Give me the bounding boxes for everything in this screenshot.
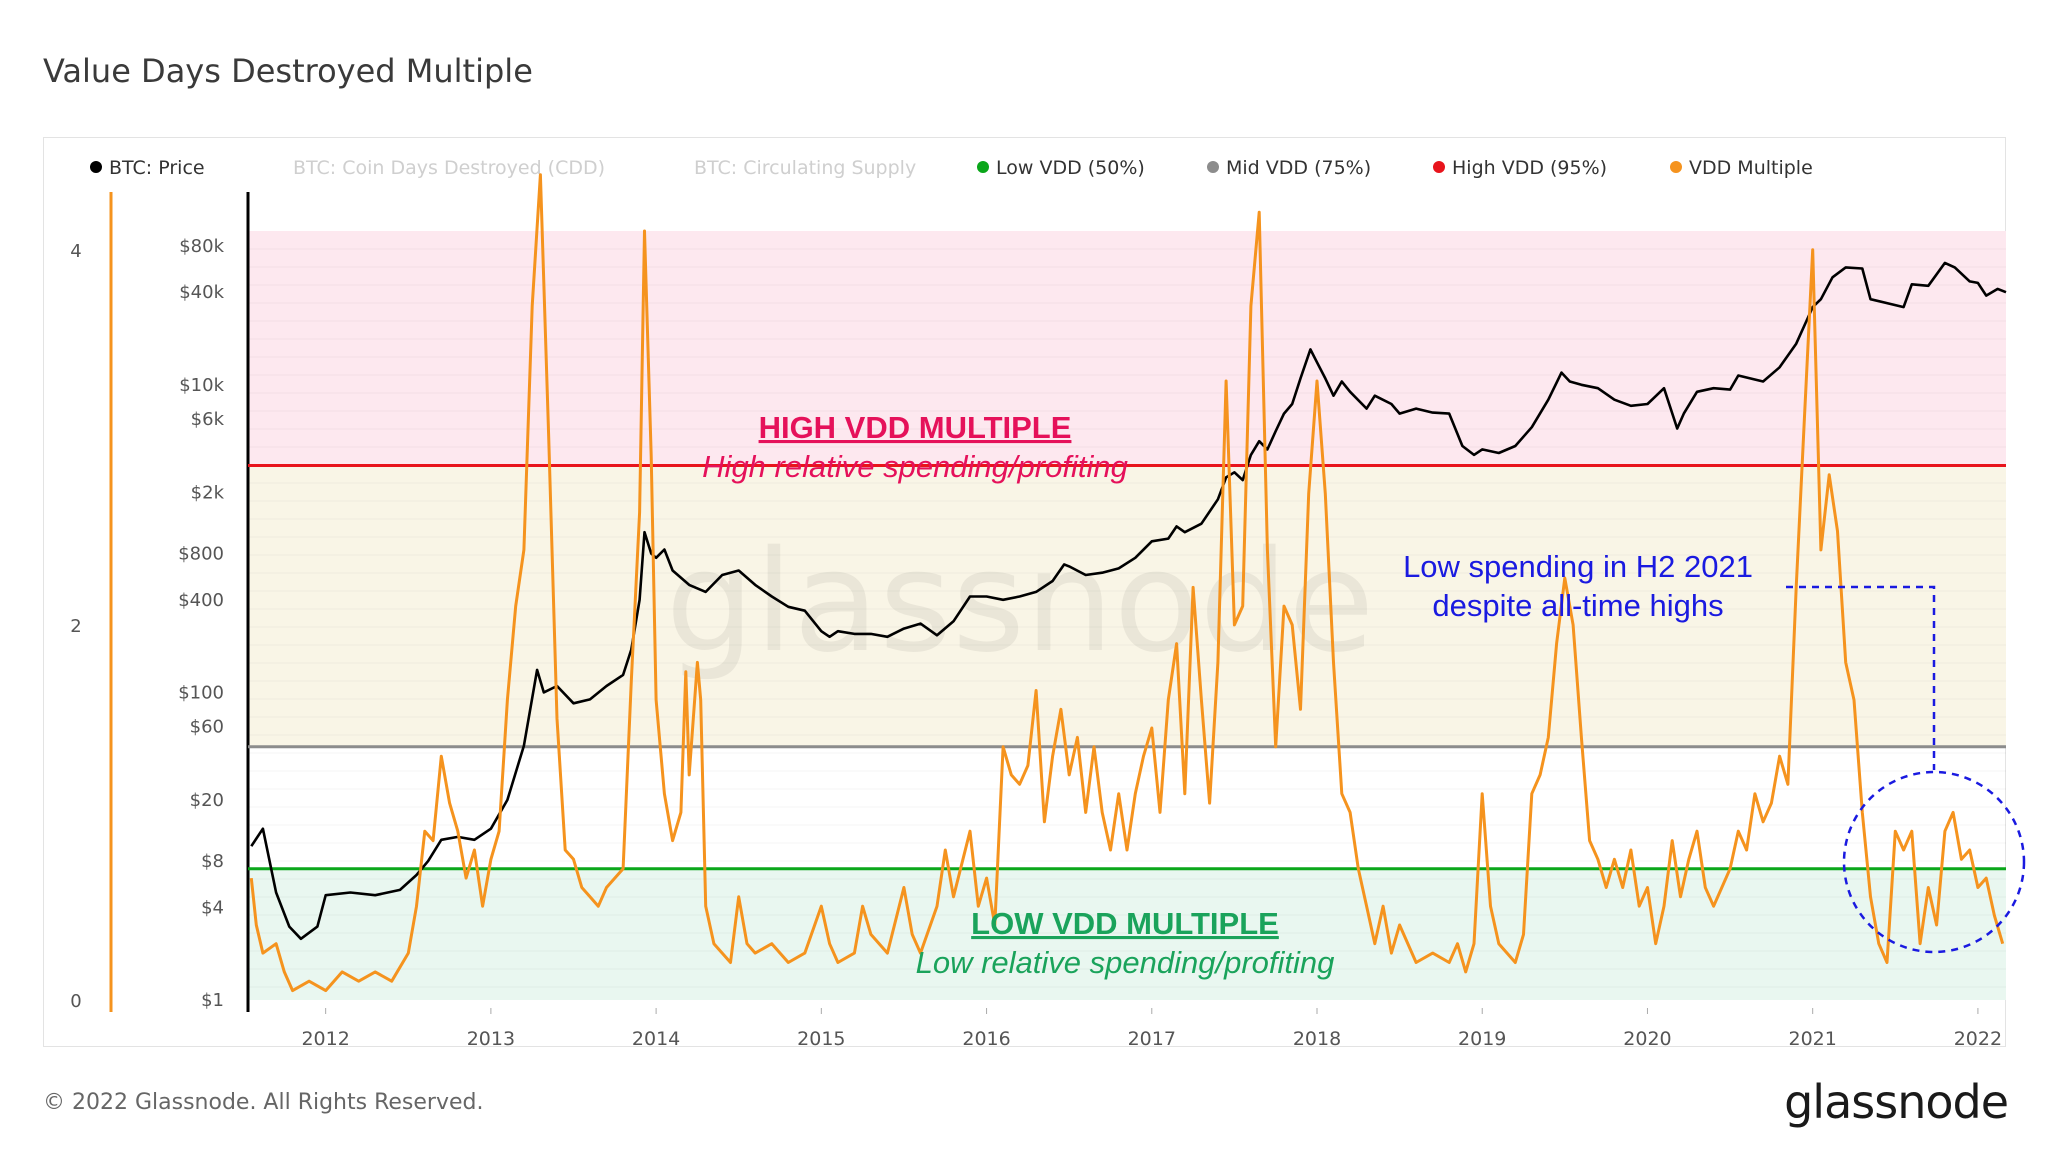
legend-dot — [977, 161, 989, 173]
legend-item-high-vdd[interactable]: High VDD (95%) — [1433, 157, 1607, 179]
legend-label: BTC: Price — [109, 157, 205, 179]
x-tick-label: 2019 — [1458, 1028, 1506, 1050]
y-right-tick-label: $60 — [190, 717, 224, 738]
btc-price-line — [250, 261, 2007, 941]
x-tick-label: 2015 — [797, 1028, 845, 1050]
legend-item-cdd[interactable]: BTC: Coin Days Destroyed (CDD) — [293, 157, 605, 179]
y-right-tick-label: $20 — [190, 790, 224, 811]
callout-text-line1: Low spending in H2 2021 — [1403, 549, 1753, 584]
y-right-tick-label: $40k — [179, 282, 224, 303]
legend: BTC: Price BTC: Coin Days Destroyed (CDD… — [90, 157, 1970, 183]
x-tick-label: 2016 — [962, 1028, 1010, 1050]
legend-item-low-vdd[interactable]: Low VDD (50%) — [977, 157, 1145, 179]
y-right-tick-label: $1 — [201, 990, 224, 1011]
x-tick-label: 2022 — [1954, 1028, 2002, 1050]
x-tick-label: 2021 — [1789, 1028, 1837, 1050]
legend-label: VDD Multiple — [1689, 157, 1813, 179]
chart-title: Value Days Destroyed Multiple — [43, 52, 533, 90]
legend-dot — [1670, 161, 1682, 173]
y-right-tick-label: $800 — [178, 544, 224, 565]
y-left-tick-label: 2 — [70, 616, 81, 637]
legend-item-vdd-multiple[interactable]: VDD Multiple — [1670, 157, 1813, 179]
callout-connector — [1786, 585, 1936, 770]
high-vdd-annotation-title: HIGH VDD MULTIPLE — [759, 410, 1072, 445]
y-right-tick-label: $10k — [179, 375, 224, 396]
y-right-tick-label: $4 — [201, 897, 224, 918]
y-right-tick-label: $80k — [179, 236, 224, 257]
callout-circle — [1842, 770, 2026, 954]
x-tick-label: 2020 — [1623, 1028, 1671, 1050]
legend-dot — [1207, 161, 1219, 173]
x-tick-label: 2012 — [301, 1028, 349, 1050]
x-tick-label: 2014 — [632, 1028, 680, 1050]
legend-label: BTC: Coin Days Destroyed (CDD) — [293, 157, 606, 179]
low-zone-band — [248, 868, 2006, 1000]
copyright-footer: © 2022 Glassnode. All Rights Reserved. — [43, 1090, 484, 1115]
vdd-multiple-line — [249, 173, 2005, 993]
callout-text-line2: despite all-time highs — [1432, 588, 1723, 623]
legend-label: BTC: Circulating Supply — [694, 157, 917, 179]
y-right-tick-label: $100 — [178, 682, 224, 703]
x-tick-label: 2017 — [1128, 1028, 1176, 1050]
legend-label: Low VDD (50%) — [996, 157, 1145, 179]
legend-dot — [1433, 161, 1445, 173]
x-tick-label: 2013 — [467, 1028, 515, 1050]
high-zone-band — [248, 231, 2006, 466]
low-vdd-annotation-title: LOW VDD MULTIPLE — [971, 906, 1279, 941]
legend-item-mid-vdd[interactable]: Mid VDD (75%) — [1207, 157, 1371, 179]
legend-item-btc-price[interactable]: BTC: Price — [90, 157, 205, 179]
high-vdd-annotation-subtitle: High relative spending/profiting — [702, 449, 1128, 484]
legend-item-circulating-supply[interactable]: BTC: Circulating Supply — [694, 157, 916, 179]
y-right-tick-label: $6k — [191, 409, 225, 430]
legend-label: High VDD (95%) — [1452, 157, 1608, 179]
y-left-tick-label: 4 — [70, 241, 81, 262]
legend-dot — [90, 161, 102, 173]
y-right-tick-label: $8 — [201, 851, 224, 872]
y-left-tick-label: 0 — [70, 991, 81, 1012]
x-tick-label: 2018 — [1293, 1028, 1341, 1050]
legend-label: Mid VDD (75%) — [1226, 157, 1372, 179]
low-vdd-annotation-subtitle: Low relative spending/profiting — [916, 945, 1335, 980]
brand-logo: glassnode — [1784, 1075, 2009, 1129]
y-right-tick-label: $400 — [178, 590, 224, 611]
y-right-tick-label: $2k — [191, 482, 225, 503]
mid-zone-band — [248, 465, 2006, 747]
